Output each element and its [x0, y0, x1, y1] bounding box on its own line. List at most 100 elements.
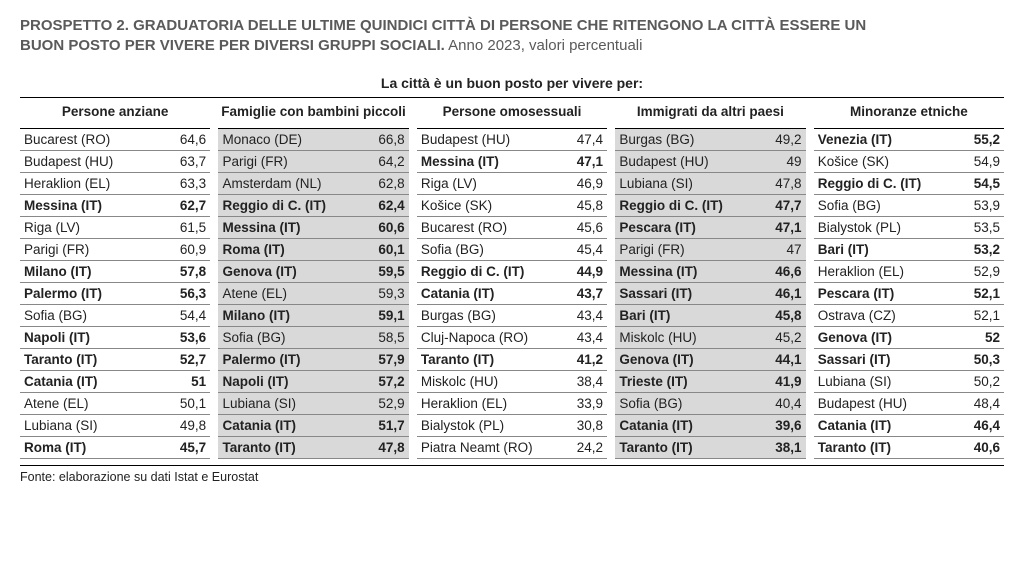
table-row: Palermo (IT)56,3 Atene (EL)59,3 Catania (I…	[20, 282, 1004, 304]
city-cell: Taranto (IT)	[615, 436, 749, 458]
title-line2: BUON POSTO PER VIVERE PER DIVERSI GRUPPI…	[20, 37, 445, 54]
table-body: Bucarest (RO)64,6Monaco (DE)66,8Budapest…	[20, 128, 1004, 458]
city-cell: Bucarest (RO)	[20, 128, 154, 150]
value-cell: 50,1	[154, 392, 210, 414]
value-cell: 46,9	[551, 172, 607, 194]
value-cell: 64,2	[353, 150, 409, 172]
table-row: Napoli (IT)53,6Sofia (BG)58,5Cluj-Napoca…	[20, 326, 1004, 348]
city-cell: Cluj-Napoca (RO)	[417, 326, 551, 348]
city-cell: Roma (IT)	[218, 238, 352, 260]
city-cell: Venezia (IT)	[814, 128, 948, 150]
value-cell: 51	[154, 370, 210, 392]
value-cell: 52,9	[948, 260, 1004, 282]
column-header: Famiglie con bambini piccoli	[218, 98, 408, 129]
table-row: Roma (IT)45,7Taranto (IT)47,8Piatra Neam…	[20, 436, 1004, 458]
value-cell: 59,3	[353, 282, 409, 304]
value-cell: 45,8	[551, 194, 607, 216]
table-row: Riga (LV)61,5Messina (IT)60,6Bucarest (R…	[20, 216, 1004, 238]
value-cell: 38,4	[551, 370, 607, 392]
value-cell: 56,3	[154, 282, 210, 304]
value-cell: 55,2	[948, 128, 1004, 150]
city-cell: Budapest (HU)	[814, 392, 948, 414]
city-cell: Sofia (BG)	[615, 392, 749, 414]
value-cell: 53,2	[948, 238, 1004, 260]
city-cell: Riga (LV)	[20, 216, 154, 238]
value-cell: 54,4	[154, 304, 210, 326]
value-cell: 50,2	[948, 370, 1004, 392]
city-cell: Genova (IT)	[218, 260, 352, 282]
table-row: Atene (EL)50,1Lubiana (SI)52,9Heraklion …	[20, 392, 1004, 414]
city-cell: Palermo (IT)	[20, 282, 154, 304]
city-cell: Parigi (FR)	[20, 238, 154, 260]
city-cell: Monaco (DE)	[218, 128, 352, 150]
value-cell: 39,6	[750, 414, 806, 436]
value-cell: 57,8	[154, 260, 210, 282]
table-row: Taranto (IT)52,7Palermo (IT)57,9Taranto …	[20, 348, 1004, 370]
city-cell: Bari (IT)	[814, 238, 948, 260]
value-cell: 60,1	[353, 238, 409, 260]
value-cell: 62,7	[154, 194, 210, 216]
value-cell: 59,1	[353, 304, 409, 326]
value-cell: 52,7	[154, 348, 210, 370]
table-row: Parigi (FR)60,9Roma (IT)60,1Sofia (BG)45…	[20, 238, 1004, 260]
value-cell: 60,9	[154, 238, 210, 260]
value-cell: 57,9	[353, 348, 409, 370]
value-cell: 47,1	[551, 150, 607, 172]
city-cell: Atene (EL)	[218, 282, 352, 304]
city-cell: Heraklion (EL)	[814, 260, 948, 282]
table-row: Catania (IT)51Napoli (IT)57,2Miskolc (HU…	[20, 370, 1004, 392]
value-cell: 52	[948, 326, 1004, 348]
table-row: Lubiana (SI)49,8Catania (IT)51,7Bialysto…	[20, 414, 1004, 436]
value-cell: 53,5	[948, 216, 1004, 238]
city-cell: Budapest (HU)	[20, 150, 154, 172]
city-cell: Catania (IT)	[218, 414, 352, 436]
city-cell: Catania (IT)	[417, 282, 551, 304]
table-row: Bucarest (RO)64,6Monaco (DE)66,8Budapest…	[20, 128, 1004, 150]
city-cell: Parigi (FR)	[218, 150, 352, 172]
city-cell: Messina (IT)	[417, 150, 551, 172]
city-cell: Sofia (BG)	[20, 304, 154, 326]
city-cell: Catania (IT)	[615, 414, 749, 436]
value-cell: 52,1	[948, 304, 1004, 326]
city-cell: Pescara (IT)	[814, 282, 948, 304]
city-cell: Amsterdam (NL)	[218, 172, 352, 194]
value-cell: 38,1	[750, 436, 806, 458]
city-cell: Riga (LV)	[417, 172, 551, 194]
city-cell: Parigi (FR)	[615, 238, 749, 260]
city-cell: Bialystok (PL)	[417, 414, 551, 436]
city-cell: Taranto (IT)	[814, 436, 948, 458]
city-cell: Atene (EL)	[20, 392, 154, 414]
value-cell: 45,8	[750, 304, 806, 326]
city-cell: Sassari (IT)	[814, 348, 948, 370]
city-cell: Lubiana (SI)	[218, 392, 352, 414]
value-cell: 45,4	[551, 238, 607, 260]
value-cell: 43,4	[551, 304, 607, 326]
city-cell: Taranto (IT)	[417, 348, 551, 370]
city-cell: Miskolc (HU)	[417, 370, 551, 392]
subtitle: Anno 2023, valori percentuali	[445, 37, 643, 54]
table-header-row: Persone anzianeFamiglie con bambini picc…	[20, 98, 1004, 129]
table-row: Messina (IT)62,7Reggio di C. (IT)62,4Koš…	[20, 194, 1004, 216]
value-cell: 45,2	[750, 326, 806, 348]
city-cell: Lubiana (SI)	[615, 172, 749, 194]
city-cell: Miskolc (HU)	[615, 326, 749, 348]
city-cell: Reggio di C. (IT)	[417, 260, 551, 282]
table-super-header: La città è un buon posto per vivere per:	[20, 71, 1004, 98]
value-cell: 54,5	[948, 172, 1004, 194]
city-cell: Lubiana (SI)	[814, 370, 948, 392]
value-cell: 44,9	[551, 260, 607, 282]
value-cell: 46,6	[750, 260, 806, 282]
city-cell: Budapest (HU)	[417, 128, 551, 150]
value-cell: 63,3	[154, 172, 210, 194]
value-cell: 49,2	[750, 128, 806, 150]
column-header: Immigrati da altri paesi	[615, 98, 805, 129]
value-cell: 58,5	[353, 326, 409, 348]
value-cell: 60,6	[353, 216, 409, 238]
ranking-table: Persone anzianeFamiglie con bambini picc…	[20, 98, 1004, 459]
city-cell: Reggio di C. (IT)	[814, 172, 948, 194]
title: PROSPETTO 2. GRADUATORIA DELLE ULTIME QU…	[20, 16, 1004, 57]
value-cell: 61,5	[154, 216, 210, 238]
city-cell: Sofia (BG)	[417, 238, 551, 260]
city-cell: Taranto (IT)	[20, 348, 154, 370]
value-cell: 40,6	[948, 436, 1004, 458]
